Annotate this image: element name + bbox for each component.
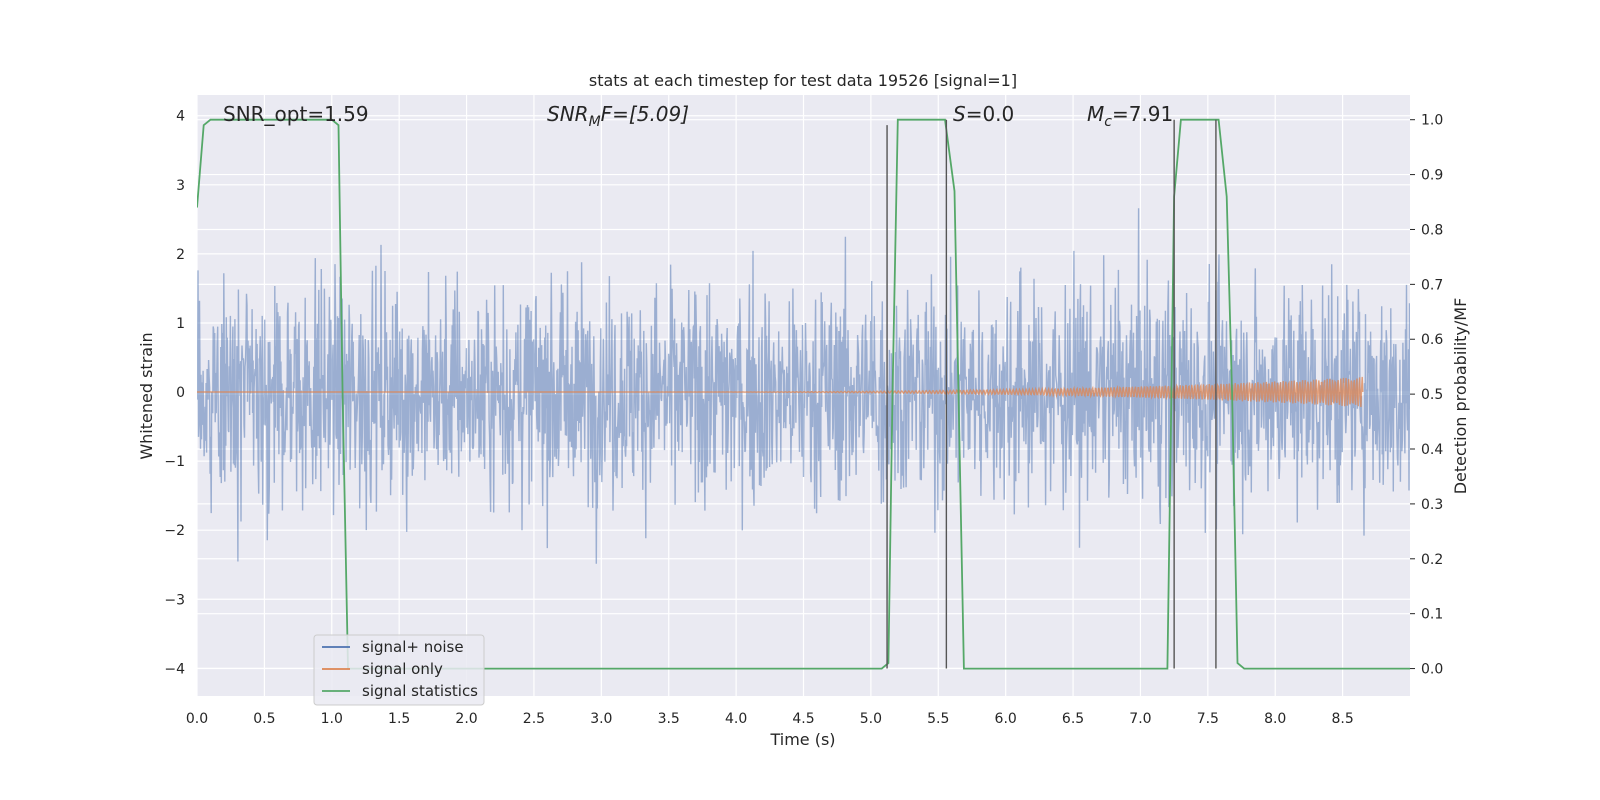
- annotation-snr-mf-sub: M: [589, 114, 601, 130]
- legend-box: [313, 634, 485, 706]
- x-tick-label: 8.0: [1264, 711, 1286, 727]
- annotation-mc-suffix: =7.91: [1112, 102, 1173, 126]
- x-tick-label: 3.0: [590, 711, 612, 727]
- y2-tick-label: 0.8: [1421, 222, 1443, 238]
- y2-tick-label: 0.0: [1421, 662, 1443, 678]
- annotation-snr-opt: SNR_opt=1.59: [223, 102, 369, 126]
- y2-tick-label: 0.7: [1421, 277, 1443, 293]
- y-tick-label: −4: [164, 661, 185, 677]
- y2-tick-label: 0.4: [1421, 442, 1443, 458]
- annotation-mc-prefix: M: [1087, 102, 1104, 126]
- x-tick-label: 5.5: [927, 711, 949, 727]
- x-tick-label: 8.5: [1331, 711, 1353, 727]
- x-tick-label: 4.0: [725, 711, 747, 727]
- y-tick-label: −1: [164, 454, 185, 470]
- y2-axis-label: Detection probability/MF: [1451, 298, 1470, 495]
- legend: signal+ noise signal only signal statist…: [313, 634, 485, 706]
- series-signal-statistics: [197, 118, 1410, 670]
- y2-tick-label: 0.5: [1421, 387, 1443, 403]
- annotation-mc-sub: c: [1104, 114, 1112, 130]
- y2-tick-label: 0.1: [1421, 607, 1443, 623]
- annotation-snr-mf-suffix: F=[5.09]: [601, 102, 689, 126]
- x-tick-label: 6.5: [1062, 711, 1084, 727]
- x-tick-label: 3.5: [658, 711, 680, 727]
- y2-tick-label: 0.2: [1421, 552, 1443, 568]
- series-signal-noise: [197, 208, 1410, 564]
- x-tick-label: 6.0: [995, 711, 1017, 727]
- y-tick-label: −3: [164, 592, 185, 608]
- y2-tick-label: 1.0: [1421, 113, 1443, 129]
- x-tick-label: 7.5: [1197, 711, 1219, 727]
- annotation-s: S=0.0: [953, 102, 1014, 126]
- series-layer: [197, 118, 1410, 670]
- y2-tick-label: 0.9: [1421, 168, 1443, 184]
- x-tick-label: 1.0: [321, 711, 343, 727]
- vertical-markers: [886, 119, 1217, 669]
- x-tick-label: 4.5: [792, 711, 814, 727]
- legend-label-signal-statistics: signal statistics: [362, 682, 478, 700]
- annotation-mc: Mc=7.91: [1087, 102, 1173, 130]
- y-axis-label: Whitened strain: [137, 332, 156, 459]
- annotation-s-prefix: S: [953, 102, 966, 126]
- y-tick-label: 2: [176, 247, 185, 263]
- x-tick-label: 0.5: [253, 711, 275, 727]
- annotation-snr-mf-prefix: SNR: [547, 102, 589, 126]
- series-signal-only: [197, 376, 1364, 408]
- y-tick-label: 4: [176, 109, 185, 125]
- x-tick-label: 2.0: [455, 711, 477, 727]
- y-tick-label: −2: [164, 523, 185, 539]
- tick-labels: 0.0 0.5 1.0 1.5 2.0 2.5 3.0 3.5 4.0 4.5 5.0 5.5 6.0 6…: [164, 109, 1443, 727]
- y-tick-label: 0: [176, 385, 185, 401]
- chart-title: stats at each timestep for test data 195…: [589, 71, 1017, 90]
- x-tick-label: 2.5: [523, 711, 545, 727]
- y2-tick-label: 0.3: [1421, 497, 1443, 513]
- y-tick-label: 1: [176, 316, 185, 332]
- annotation-snr-mf: SNRMF=[5.09]: [547, 102, 689, 130]
- x-tick-label: 0.0: [186, 711, 208, 727]
- legend-label-signal-only: signal only: [362, 660, 443, 678]
- x-tick-label: 1.5: [388, 711, 410, 727]
- x-tick-label: 7.0: [1129, 711, 1151, 727]
- y2-tick-label: 0.6: [1421, 332, 1443, 348]
- legend-label-signal-noise: signal+ noise: [362, 638, 464, 656]
- y-tick-label: 3: [176, 178, 185, 194]
- x-tick-label: 5.0: [860, 711, 882, 727]
- annotation-s-suffix: =0.0: [966, 102, 1015, 126]
- x-axis-label: Time (s): [769, 730, 835, 749]
